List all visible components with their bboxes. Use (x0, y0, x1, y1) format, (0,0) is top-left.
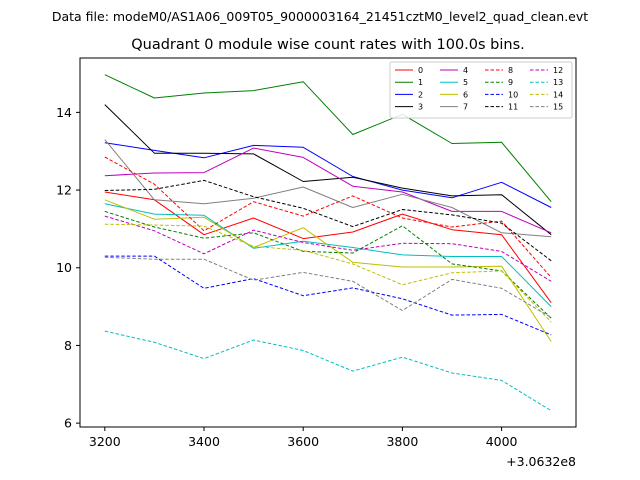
series-line-2 (104, 142, 552, 208)
x-axis: 3200 3400 3600 3800 4000 (89, 427, 518, 449)
legend-label-9: 9 (508, 78, 513, 87)
legend-label-12: 12 (553, 66, 563, 75)
legend-label-6: 6 (463, 90, 468, 99)
legend-label-8: 8 (508, 66, 513, 75)
legend-label-5: 5 (463, 78, 468, 87)
legend-label-10: 10 (508, 90, 518, 99)
y-axis: 6 8 10 12 14 (56, 105, 80, 431)
series-line-1 (104, 74, 552, 203)
legend-label-2: 2 (418, 90, 423, 99)
legend-label-0: 0 (418, 66, 423, 75)
x-tick-label-3400: 3400 (188, 434, 220, 449)
x-tick-label-3200: 3200 (89, 434, 121, 449)
legend-label-14: 14 (553, 90, 563, 99)
legend-label-4: 4 (463, 66, 468, 75)
series-line-9 (104, 210, 552, 319)
legend-label-7: 7 (463, 103, 468, 112)
series-line-13 (104, 330, 552, 412)
series-line-3 (104, 104, 552, 236)
series-line-8 (104, 156, 552, 278)
data-file-suptitle: Data file: modeM0/AS1A06_009T05_90000031… (52, 9, 588, 24)
series-line-5 (104, 203, 552, 307)
series-line-0 (104, 191, 552, 303)
x-tick-label-3600: 3600 (287, 434, 319, 449)
series-layer (104, 74, 552, 412)
series-line-12 (104, 215, 552, 282)
series-line-10 (104, 255, 552, 336)
series-line-6 (104, 199, 552, 342)
legend-box (389, 61, 573, 119)
series-line-15 (104, 256, 552, 318)
series-line-14 (104, 223, 552, 323)
y-tick-label-8: 8 (64, 338, 72, 353)
legend-label-1: 1 (418, 78, 423, 87)
series-line-4 (104, 147, 552, 234)
series-line-7 (104, 139, 552, 238)
legend-label-3: 3 (418, 103, 423, 112)
y-tick-label-6: 6 (64, 416, 72, 431)
legend-label-13: 13 (553, 78, 563, 87)
chart-title: Quadrant 0 module wise count rates with … (131, 37, 525, 53)
x-tick-label-4000: 4000 (486, 434, 518, 449)
x-tick-label-3800: 3800 (386, 434, 418, 449)
legend-label-11: 11 (508, 103, 518, 112)
y-tick-label-14: 14 (56, 105, 72, 120)
y-tick-label-12: 12 (56, 183, 72, 198)
x-offset-label: +3.0632e8 (506, 454, 576, 469)
legend-label-15: 15 (553, 103, 563, 112)
y-tick-label-10: 10 (56, 260, 72, 275)
plot-frame (79, 57, 577, 428)
series-line-11 (104, 179, 552, 262)
